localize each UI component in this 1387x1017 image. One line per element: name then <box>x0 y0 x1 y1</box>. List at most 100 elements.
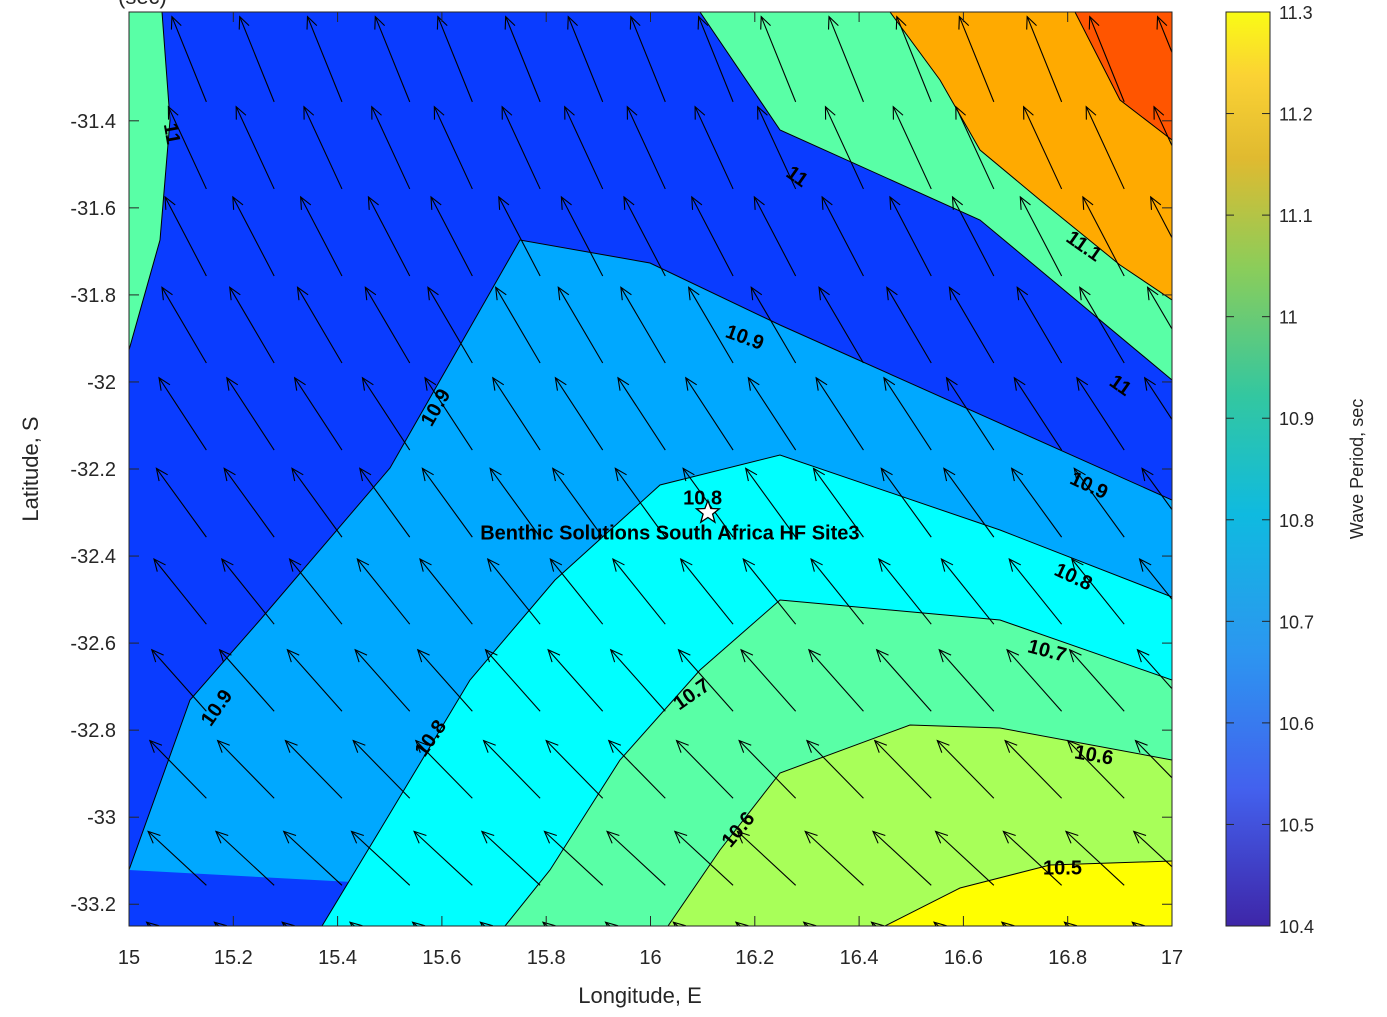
wave-arrow <box>804 830 864 886</box>
wave-arrow <box>694 105 734 190</box>
wave-arrow <box>629 15 666 103</box>
wave-arrow <box>170 15 207 103</box>
site-marker: Benthic Solutions South Africa HF Site3 <box>480 498 860 545</box>
colorbar-tick-label: 11.3 <box>1279 3 1313 23</box>
colorbar-tick-label: 10.8 <box>1279 511 1314 531</box>
wave-arrow <box>886 286 932 364</box>
wave-arrow <box>734 921 749 926</box>
wave-arrow <box>1006 648 1063 712</box>
wave-arrow <box>738 739 797 799</box>
wave-arrow <box>807 648 864 712</box>
wave-arrow <box>235 105 275 190</box>
y-tick-label: -33.2 <box>70 894 116 916</box>
x-tick-label: 15.6 <box>422 947 461 969</box>
wave-arrow <box>744 467 797 538</box>
y-tick-label: -31.4 <box>70 111 116 133</box>
contour-lines <box>129 12 1172 926</box>
y-tick-label: -32.8 <box>70 720 116 742</box>
wave-arrow <box>870 921 885 926</box>
wave-arrow <box>147 830 207 886</box>
wave-arrow <box>883 376 932 451</box>
wave-arrow <box>1016 286 1063 364</box>
wave-arrow <box>757 105 797 190</box>
colorbar-ticks: 10.4 10.5 10.6 10.7 10.8 10.9 11 11.1 11.2 11.3 <box>1226 3 1314 937</box>
wave-arrow <box>1136 648 1172 690</box>
wave-arrow <box>161 286 207 364</box>
wave-arrow <box>164 195 207 277</box>
y-tick-label: -31.8 <box>70 285 116 307</box>
contour-bands <box>129 12 1172 926</box>
wave-arrow <box>358 467 411 538</box>
wave-arrow <box>818 286 864 364</box>
contour-line-11-west <box>129 12 171 351</box>
wave-arrow <box>805 739 864 799</box>
wave-arrow <box>802 921 817 926</box>
x-tick-label: 15 <box>118 947 140 969</box>
wave-arrow <box>1010 467 1063 538</box>
wave-arrow <box>306 15 343 103</box>
wave-arrow <box>153 557 207 625</box>
y-tick-label: -33 <box>87 807 116 829</box>
colorbar-tick-label: 11.1 <box>1279 206 1313 226</box>
wave-arrow <box>604 921 619 926</box>
wave-arrow <box>495 286 541 364</box>
wave-arrow <box>1073 467 1125 538</box>
wave-arrow <box>1141 467 1172 511</box>
wave-arrow <box>424 376 473 451</box>
wave-arrow <box>352 739 411 799</box>
wave-arrow <box>1000 921 1015 926</box>
wave-arrow <box>1066 739 1125 799</box>
contour-label: 10.5 <box>1043 858 1082 880</box>
wave-arrow <box>560 195 604 277</box>
chart-title-fragment: (sec) <box>118 0 167 9</box>
wave-arrow <box>958 15 995 103</box>
colorbar: 10.4 10.5 10.6 10.7 10.8 10.9 11 11.1 11.2 11.3 W… <box>1225 3 1367 937</box>
wave-arrow <box>948 286 995 364</box>
wave-arrow <box>687 286 734 364</box>
colorbar-tick-label: 10.9 <box>1279 409 1314 429</box>
wave-arrow <box>1004 739 1063 799</box>
wave-arrow <box>1132 830 1172 868</box>
wave-arrow <box>480 830 541 886</box>
wave-arrow <box>282 830 343 886</box>
wave-arrow <box>1131 921 1145 926</box>
wave-arrow <box>617 376 666 451</box>
wave-arrow <box>427 286 473 364</box>
wave-arrow <box>158 376 207 451</box>
site-star-icon <box>694 498 722 524</box>
wave-arrow <box>821 195 864 277</box>
wave-arrow <box>1138 557 1172 601</box>
wave-arrow <box>1068 648 1125 712</box>
wave-arrow <box>286 648 343 712</box>
wave-arrow <box>223 467 275 538</box>
wave-arrow <box>873 739 932 799</box>
colorbar-gradient <box>1225 11 1271 927</box>
contour-line-11.2 <box>1074 12 1172 141</box>
wave-arrow <box>685 376 734 451</box>
wave-arrow <box>1019 195 1063 277</box>
wave-arrow <box>1070 557 1125 625</box>
wave-arrow <box>753 195 797 277</box>
wave-arrow <box>951 195 995 277</box>
wave-arrow <box>220 557 275 625</box>
wave-arrow <box>1063 921 1078 926</box>
wave-arrow <box>374 15 411 103</box>
wave-arrow <box>943 467 995 538</box>
wave-arrow <box>938 648 995 712</box>
wave-arrow <box>489 467 541 538</box>
wave-arrow <box>479 921 494 926</box>
wave-arrow <box>300 195 343 277</box>
contour-label: 11 <box>159 121 184 146</box>
wave-arrow <box>679 557 734 625</box>
wave-arrow <box>413 830 473 886</box>
wave-arrow <box>614 467 666 538</box>
contour-line-10.9 <box>129 239 1172 871</box>
wave-arrow <box>361 376 411 451</box>
x-tick-label: 16 <box>639 947 661 969</box>
wave-arrow <box>150 648 207 712</box>
contour-line-11.1 <box>889 12 1172 301</box>
wave-arrow <box>356 557 411 625</box>
wave-arrow <box>419 557 473 625</box>
wave-arrow <box>238 15 275 103</box>
wave-arrow <box>564 105 604 190</box>
